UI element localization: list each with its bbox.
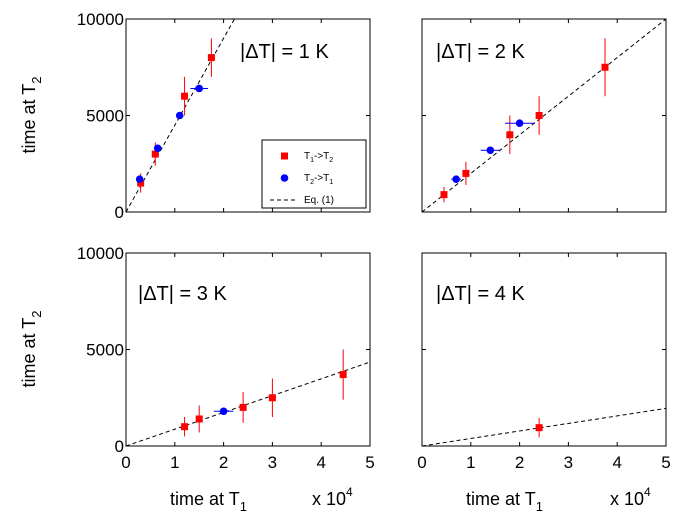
y-tick-label: 5000 <box>86 107 124 126</box>
y-tick-label: 10000 <box>77 244 124 263</box>
svg-text:time at T2: time at T2 <box>19 77 44 154</box>
square-marker <box>535 424 543 432</box>
circle-marker <box>515 119 524 128</box>
y-tick-label: 10000 <box>77 10 124 29</box>
x-tick-label: 4 <box>316 453 325 472</box>
y-axis-label-bottom: time at T2 <box>19 311 44 388</box>
y-tick-label: 5000 <box>86 341 124 360</box>
square-marker <box>181 92 189 100</box>
y-tick-label: 0 <box>115 203 124 222</box>
legend-label: T1->T2 <box>304 151 333 164</box>
x-tick-label: 4 <box>612 453 621 472</box>
x-axis-label-right: time at T1 <box>466 489 543 514</box>
circle-marker <box>219 407 228 416</box>
square-marker <box>268 394 276 402</box>
data-point <box>339 349 347 400</box>
circle-marker <box>195 84 203 93</box>
data-point <box>135 175 144 183</box>
data-point <box>153 144 162 153</box>
panel-label: |ΔT| = 3 K <box>138 283 227 305</box>
y-tick-label: 0 <box>115 437 124 456</box>
circle-marker <box>175 111 184 120</box>
data-point <box>601 38 609 97</box>
x-tick-label: 2 <box>219 453 228 472</box>
legend-entry: T1->T2 <box>281 151 333 164</box>
square-marker <box>151 150 159 158</box>
data-point <box>462 161 470 185</box>
x-tick-label: 1 <box>466 453 475 472</box>
square-marker <box>181 423 189 431</box>
data-point <box>190 84 208 93</box>
square-marker <box>535 112 543 119</box>
panel-label: |ΔT| = 2 K <box>436 41 525 63</box>
panel-frame <box>421 252 667 447</box>
legend-entry: Eq. (1) <box>270 195 334 206</box>
chart-panel-3: 0 1 2 3 4 5 0 5000 10000 |ΔT| = 3 K <box>77 244 375 472</box>
x-tick-label: 3 <box>268 453 277 472</box>
legend-entry: T2->T1 <box>280 173 333 186</box>
square-marker <box>195 415 203 423</box>
x-axis-label-left: time at T1 <box>170 489 247 514</box>
x-tick-label: 5 <box>661 453 670 472</box>
data-point <box>213 407 234 416</box>
data-point <box>504 119 535 128</box>
panel-frame <box>125 252 371 447</box>
x-tick-label: 3 <box>564 453 573 472</box>
square-marker <box>506 131 514 139</box>
square-marker <box>339 371 347 379</box>
chart-panel-1: 0 5000 10000 |ΔT| = 1 K T1->T2 T2->T1 Eq. (1) <box>77 10 371 222</box>
x-tick-label: 5 <box>365 453 374 472</box>
data-point <box>451 175 462 183</box>
y-axis-label-top: time at T2 <box>19 77 44 154</box>
chart-panel-2: |ΔT| = 2 K <box>421 18 667 213</box>
data-point <box>535 418 543 438</box>
x-tick-label: 2 <box>515 453 524 472</box>
legend-square-marker <box>281 152 288 160</box>
legend-circle-marker <box>280 174 289 182</box>
fit-line <box>422 19 666 212</box>
panel-label: |ΔT| = 4 K <box>436 283 525 305</box>
panel-label: |ΔT| = 1 K <box>240 41 329 63</box>
square-marker <box>137 179 145 187</box>
data-point <box>480 146 501 155</box>
data-point <box>207 38 215 77</box>
circle-marker <box>486 146 495 155</box>
data-point <box>440 186 448 203</box>
square-marker <box>462 169 470 177</box>
square-marker <box>239 403 247 411</box>
data-point <box>175 111 184 120</box>
x-tick-label: 0 <box>417 453 426 472</box>
legend-label: T2->T1 <box>304 173 333 186</box>
data-point <box>181 417 189 437</box>
chart-panel-4: 0 1 2 3 4 5 |ΔT| = 4 K <box>417 252 671 472</box>
x-tick-label: 0 <box>121 453 130 472</box>
x-multiplier-right: x 104 <box>610 485 651 509</box>
fit-line <box>126 361 370 446</box>
x-tick-label: 1 <box>170 453 179 472</box>
circle-marker <box>153 144 162 153</box>
data-point <box>268 378 276 418</box>
data-point <box>195 405 203 433</box>
square-marker <box>207 54 215 62</box>
legend-label: Eq. (1) <box>304 195 334 206</box>
fit-line <box>422 407 666 446</box>
data-point <box>506 115 514 155</box>
legend: T1->T2 T2->T1 Eq. (1) <box>261 139 367 209</box>
data-point <box>239 391 247 423</box>
square-marker <box>440 191 448 199</box>
x-multiplier-left: x 104 <box>312 485 353 509</box>
data-point <box>181 76 189 116</box>
svg-text:time at T2: time at T2 <box>19 311 44 388</box>
legend-box <box>261 139 367 209</box>
square-marker <box>601 63 609 71</box>
circle-marker <box>135 175 144 183</box>
circle-marker <box>452 175 460 183</box>
data-point <box>535 96 543 135</box>
